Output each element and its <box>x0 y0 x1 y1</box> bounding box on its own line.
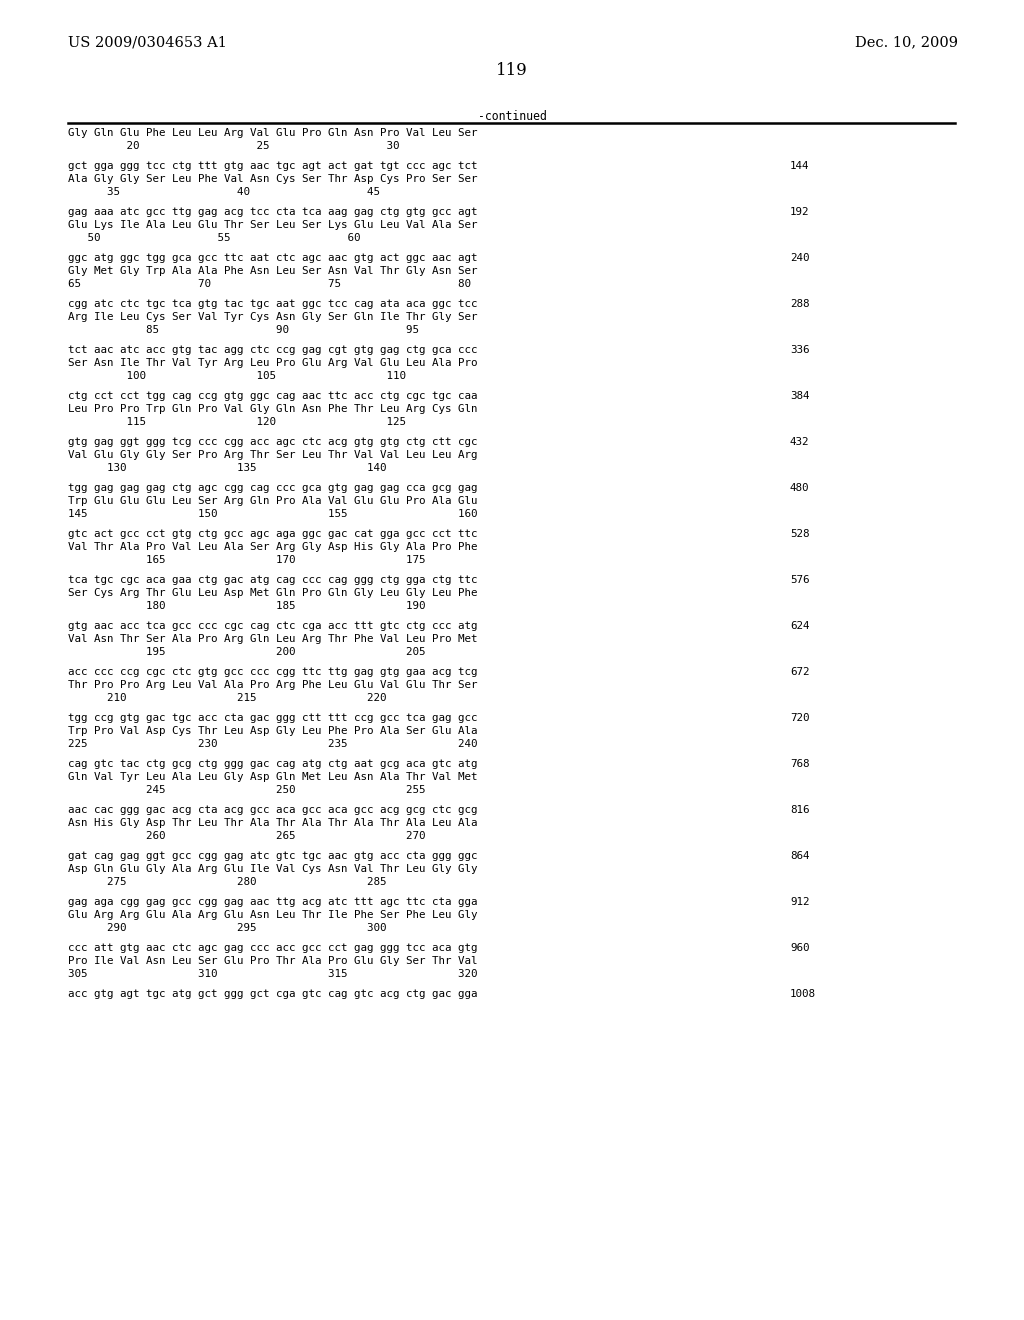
Text: Leu Pro Pro Trp Gln Pro Val Gly Gln Asn Phe Thr Leu Arg Cys Gln: Leu Pro Pro Trp Gln Pro Val Gly Gln Asn … <box>68 404 477 414</box>
Text: 275                 280                 285: 275 280 285 <box>68 876 386 887</box>
Text: gat cag gag ggt gcc cgg gag atc gtc tgc aac gtg acc cta ggg ggc: gat cag gag ggt gcc cgg gag atc gtc tgc … <box>68 851 477 861</box>
Text: tgg gag gag gag ctg agc cgg cag ccc gca gtg gag gag cca gcg gag: tgg gag gag gag ctg agc cgg cag ccc gca … <box>68 483 477 492</box>
Text: Val Asn Thr Ser Ala Pro Arg Gln Leu Arg Thr Phe Val Leu Pro Met: Val Asn Thr Ser Ala Pro Arg Gln Leu Arg … <box>68 634 477 644</box>
Text: 432: 432 <box>790 437 810 447</box>
Text: 576: 576 <box>790 576 810 585</box>
Text: 912: 912 <box>790 898 810 907</box>
Text: 192: 192 <box>790 207 810 216</box>
Text: 100                 105                 110: 100 105 110 <box>68 371 406 381</box>
Text: 35                  40                  45: 35 40 45 <box>68 187 380 197</box>
Text: Trp Glu Glu Glu Leu Ser Arg Gln Pro Ala Val Glu Glu Pro Ala Glu: Trp Glu Glu Glu Leu Ser Arg Gln Pro Ala … <box>68 496 477 506</box>
Text: Glu Lys Ile Ala Leu Glu Thr Ser Leu Ser Lys Glu Leu Val Ala Ser: Glu Lys Ile Ala Leu Glu Thr Ser Leu Ser … <box>68 220 477 230</box>
Text: 288: 288 <box>790 300 810 309</box>
Text: 119: 119 <box>496 62 528 79</box>
Text: 225                 230                 235                 240: 225 230 235 240 <box>68 739 477 748</box>
Text: cgg atc ctc tgc tca gtg tac tgc aat ggc tcc cag ata aca ggc tcc: cgg atc ctc tgc tca gtg tac tgc aat ggc … <box>68 300 477 309</box>
Text: cag gtc tac ctg gcg ctg ggg gac cag atg ctg aat gcg aca gtc atg: cag gtc tac ctg gcg ctg ggg gac cag atg … <box>68 759 477 770</box>
Text: 260                 265                 270: 260 265 270 <box>68 832 426 841</box>
Text: Val Thr Ala Pro Val Leu Ala Ser Arg Gly Asp His Gly Ala Pro Phe: Val Thr Ala Pro Val Leu Ala Ser Arg Gly … <box>68 543 477 552</box>
Text: 50                  55                  60: 50 55 60 <box>68 234 360 243</box>
Text: 65                  70                  75                  80: 65 70 75 80 <box>68 279 471 289</box>
Text: US 2009/0304653 A1: US 2009/0304653 A1 <box>68 36 227 49</box>
Text: 240: 240 <box>790 253 810 263</box>
Text: Ser Cys Arg Thr Glu Leu Asp Met Gln Pro Gln Gly Leu Gly Leu Phe: Ser Cys Arg Thr Glu Leu Asp Met Gln Pro … <box>68 587 477 598</box>
Text: tca tgc cgc aca gaa ctg gac atg cag ccc cag ggg ctg gga ctg ttc: tca tgc cgc aca gaa ctg gac atg cag ccc … <box>68 576 477 585</box>
Text: ctg cct cct tgg cag ccg gtg ggc cag aac ttc acc ctg cgc tgc caa: ctg cct cct tgg cag ccg gtg ggc cag aac … <box>68 391 477 401</box>
Text: tct aac atc acc gtg tac agg ctc ccg gag cgt gtg gag ctg gca ccc: tct aac atc acc gtg tac agg ctc ccg gag … <box>68 345 477 355</box>
Text: 165                 170                 175: 165 170 175 <box>68 554 426 565</box>
Text: Asn His Gly Asp Thr Leu Thr Ala Thr Ala Thr Ala Thr Ala Leu Ala: Asn His Gly Asp Thr Leu Thr Ala Thr Ala … <box>68 818 477 828</box>
Text: ggc atg ggc tgg gca gcc ttc aat ctc agc aac gtg act ggc aac agt: ggc atg ggc tgg gca gcc ttc aat ctc agc … <box>68 253 477 263</box>
Text: 624: 624 <box>790 620 810 631</box>
Text: Val Glu Gly Gly Ser Pro Arg Thr Ser Leu Thr Val Val Leu Leu Arg: Val Glu Gly Gly Ser Pro Arg Thr Ser Leu … <box>68 450 477 459</box>
Text: 20                  25                  30: 20 25 30 <box>68 141 399 150</box>
Text: Thr Pro Pro Arg Leu Val Ala Pro Arg Phe Leu Glu Val Glu Thr Ser: Thr Pro Pro Arg Leu Val Ala Pro Arg Phe … <box>68 680 477 690</box>
Text: 336: 336 <box>790 345 810 355</box>
Text: 130                 135                 140: 130 135 140 <box>68 463 386 473</box>
Text: tgg ccg gtg gac tgc acc cta gac ggg ctt ttt ccg gcc tca gag gcc: tgg ccg gtg gac tgc acc cta gac ggg ctt … <box>68 713 477 723</box>
Text: gtg aac acc tca gcc ccc cgc cag ctc cga acc ttt gtc ctg ccc atg: gtg aac acc tca gcc ccc cgc cag ctc cga … <box>68 620 477 631</box>
Text: 180                 185                 190: 180 185 190 <box>68 601 426 611</box>
Text: 480: 480 <box>790 483 810 492</box>
Text: Ser Asn Ile Thr Val Tyr Arg Leu Pro Glu Arg Val Glu Leu Ala Pro: Ser Asn Ile Thr Val Tyr Arg Leu Pro Glu … <box>68 358 477 368</box>
Text: 672: 672 <box>790 667 810 677</box>
Text: 144: 144 <box>790 161 810 172</box>
Text: Pro Ile Val Asn Leu Ser Glu Pro Thr Ala Pro Glu Gly Ser Thr Val: Pro Ile Val Asn Leu Ser Glu Pro Thr Ala … <box>68 956 477 966</box>
Text: acc gtg agt tgc atg gct ggg gct cga gtc cag gtc acg ctg gac gga: acc gtg agt tgc atg gct ggg gct cga gtc … <box>68 989 477 999</box>
Text: 290                 295                 300: 290 295 300 <box>68 923 386 933</box>
Text: Gln Val Tyr Leu Ala Leu Gly Asp Gln Met Leu Asn Ala Thr Val Met: Gln Val Tyr Leu Ala Leu Gly Asp Gln Met … <box>68 772 477 781</box>
Text: 210                 215                 220: 210 215 220 <box>68 693 386 704</box>
Text: 195                 200                 205: 195 200 205 <box>68 647 426 657</box>
Text: gag aga cgg gag gcc cgg gag aac ttg acg atc ttt agc ttc cta gga: gag aga cgg gag gcc cgg gag aac ttg acg … <box>68 898 477 907</box>
Text: acc ccc ccg cgc ctc gtg gcc ccc cgg ttc ttg gag gtg gaa acg tcg: acc ccc ccg cgc ctc gtg gcc ccc cgg ttc … <box>68 667 477 677</box>
Text: gtc act gcc cct gtg ctg gcc agc aga ggc gac cat gga gcc cct ttc: gtc act gcc cct gtg ctg gcc agc aga ggc … <box>68 529 477 539</box>
Text: aac cac ggg gac acg cta acg gcc aca gcc aca gcc acg gcg ctc gcg: aac cac ggg gac acg cta acg gcc aca gcc … <box>68 805 477 814</box>
Text: gag aaa atc gcc ttg gag acg tcc cta tca aag gag ctg gtg gcc agt: gag aaa atc gcc ttg gag acg tcc cta tca … <box>68 207 477 216</box>
Text: 864: 864 <box>790 851 810 861</box>
Text: 528: 528 <box>790 529 810 539</box>
Text: 115                 120                 125: 115 120 125 <box>68 417 406 426</box>
Text: -continued: -continued <box>477 110 547 123</box>
Text: Ala Gly Gly Ser Leu Phe Val Asn Cys Ser Thr Asp Cys Pro Ser Ser: Ala Gly Gly Ser Leu Phe Val Asn Cys Ser … <box>68 174 477 183</box>
Text: 960: 960 <box>790 942 810 953</box>
Text: 1008: 1008 <box>790 989 816 999</box>
Text: Trp Pro Val Asp Cys Thr Leu Asp Gly Leu Phe Pro Ala Ser Glu Ala: Trp Pro Val Asp Cys Thr Leu Asp Gly Leu … <box>68 726 477 737</box>
Text: Dec. 10, 2009: Dec. 10, 2009 <box>855 36 958 49</box>
Text: 816: 816 <box>790 805 810 814</box>
Text: gtg gag ggt ggg tcg ccc cgg acc agc ctc acg gtg gtg ctg ctt cgc: gtg gag ggt ggg tcg ccc cgg acc agc ctc … <box>68 437 477 447</box>
Text: 245                 250                 255: 245 250 255 <box>68 785 426 795</box>
Text: 145                 150                 155                 160: 145 150 155 160 <box>68 510 477 519</box>
Text: 305                 310                 315                 320: 305 310 315 320 <box>68 969 477 979</box>
Text: Gly Met Gly Trp Ala Ala Phe Asn Leu Ser Asn Val Thr Gly Asn Ser: Gly Met Gly Trp Ala Ala Phe Asn Leu Ser … <box>68 267 477 276</box>
Text: Gly Gln Glu Phe Leu Leu Arg Val Glu Pro Gln Asn Pro Val Leu Ser: Gly Gln Glu Phe Leu Leu Arg Val Glu Pro … <box>68 128 477 139</box>
Text: ccc att gtg aac ctc agc gag ccc acc gcc cct gag ggg tcc aca gtg: ccc att gtg aac ctc agc gag ccc acc gcc … <box>68 942 477 953</box>
Text: 85                  90                  95: 85 90 95 <box>68 325 419 335</box>
Text: 720: 720 <box>790 713 810 723</box>
Text: gct gga ggg tcc ctg ttt gtg aac tgc agt act gat tgt ccc agc tct: gct gga ggg tcc ctg ttt gtg aac tgc agt … <box>68 161 477 172</box>
Text: Asp Gln Glu Gly Ala Arg Glu Ile Val Cys Asn Val Thr Leu Gly Gly: Asp Gln Glu Gly Ala Arg Glu Ile Val Cys … <box>68 865 477 874</box>
Text: 768: 768 <box>790 759 810 770</box>
Text: 384: 384 <box>790 391 810 401</box>
Text: Arg Ile Leu Cys Ser Val Tyr Cys Asn Gly Ser Gln Ile Thr Gly Ser: Arg Ile Leu Cys Ser Val Tyr Cys Asn Gly … <box>68 312 477 322</box>
Text: Glu Arg Arg Glu Ala Arg Glu Asn Leu Thr Ile Phe Ser Phe Leu Gly: Glu Arg Arg Glu Ala Arg Glu Asn Leu Thr … <box>68 909 477 920</box>
